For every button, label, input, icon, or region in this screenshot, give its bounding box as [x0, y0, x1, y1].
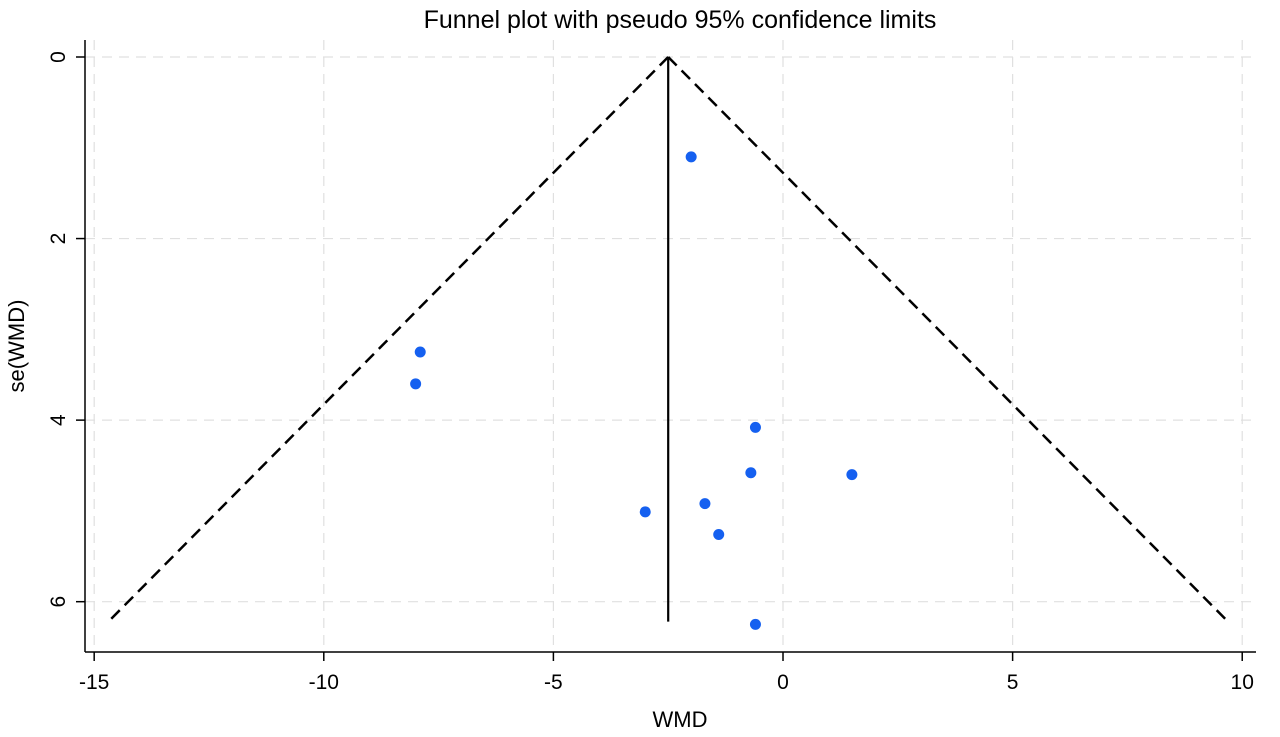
y-tick-label: 2	[47, 233, 70, 245]
axes	[84, 40, 1256, 653]
study-point	[749, 421, 761, 433]
study-point	[749, 618, 761, 630]
study-point	[414, 346, 426, 358]
y-ticks: 0 2 4 6	[47, 51, 85, 608]
x-tick-label: 10	[1231, 671, 1254, 694]
x-axis-label: WMD	[653, 707, 708, 732]
study-point	[410, 378, 422, 390]
study-point	[639, 506, 651, 518]
x-tick-label: -5	[544, 671, 563, 694]
study-point	[685, 151, 697, 163]
study-point	[846, 469, 858, 481]
study-point	[745, 467, 757, 479]
y-tick-label: 6	[47, 596, 70, 608]
chart-title: Funnel plot with pseudo 95% confidence l…	[424, 6, 937, 34]
funnel-right-limit	[667, 56, 1229, 623]
y-tick-label: 4	[47, 414, 70, 426]
study-point	[699, 498, 711, 510]
x-tick-label: 5	[1007, 671, 1019, 694]
x-tick-label: 0	[777, 671, 789, 694]
x-tick-label: -15	[79, 671, 109, 694]
funnel-left-limit	[107, 56, 670, 623]
study-point	[713, 529, 725, 541]
grid-lines	[85, 40, 1256, 652]
x-tick-label: -10	[309, 671, 339, 694]
y-axis-label: se(WMD)	[4, 300, 29, 393]
data-points	[410, 151, 858, 630]
y-tick-label: 0	[47, 51, 70, 63]
funnel-limits	[107, 56, 1229, 623]
x-ticks: -15 -10 -5 0 5 10	[79, 652, 1254, 694]
